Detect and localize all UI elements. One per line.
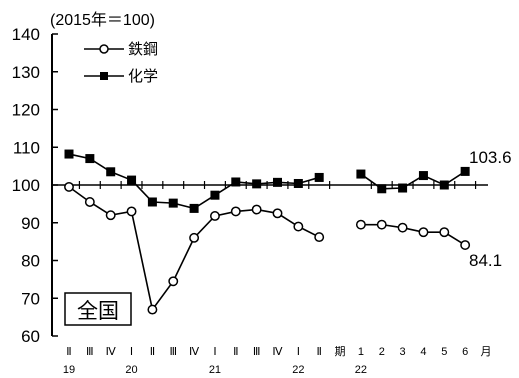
x-category-label: 3	[400, 346, 406, 358]
data-point	[147, 197, 157, 207]
x-category-label: 5	[441, 346, 447, 358]
year-label: 22	[292, 364, 304, 376]
x-category-label: Ⅱ	[316, 346, 321, 358]
data-point	[84, 197, 95, 207]
data-point	[418, 227, 429, 238]
x-category-label: Ⅰ	[213, 346, 216, 358]
data-point	[210, 211, 220, 221]
region-badge-box	[64, 292, 132, 326]
x-category-label: Ⅱ	[66, 346, 71, 358]
data-point	[252, 179, 262, 189]
data-point	[293, 221, 304, 232]
y-tick-label: 140	[12, 25, 40, 44]
data-point	[168, 276, 179, 287]
end-label-chem: 103.6	[469, 148, 512, 167]
data-point	[314, 232, 325, 243]
data-point	[460, 166, 470, 176]
data-point	[376, 219, 387, 230]
data-point	[273, 177, 282, 187]
data-point	[398, 183, 408, 193]
data-point	[377, 184, 387, 194]
end-label-steel: 84.1	[469, 251, 502, 270]
data-point	[230, 206, 241, 217]
legend-label-steel: 鉄鋼	[128, 41, 158, 58]
data-point	[251, 204, 262, 215]
series-steel	[64, 181, 471, 315]
unit-label: (2015年＝100)	[50, 11, 155, 29]
data-point	[168, 198, 178, 208]
x-category-label: 月	[481, 346, 492, 358]
series-line	[360, 223, 466, 246]
x-category-label: Ⅰ	[297, 346, 300, 358]
series-chem	[64, 149, 470, 213]
y-ticks: 60 70 80 90 100 110 120 130 140	[12, 25, 58, 346]
year-labels: 19 20 21 22 22	[63, 364, 367, 376]
data-point	[64, 149, 74, 159]
data-point	[189, 232, 200, 243]
y-tick-label: 110	[13, 138, 40, 157]
year-label: 21	[209, 364, 221, 376]
data-point	[272, 208, 283, 219]
legend-label-chem: 化学	[128, 68, 158, 85]
data-point	[231, 177, 241, 187]
x-category-label: 期	[335, 345, 346, 358]
data-point	[293, 178, 303, 188]
data-point	[85, 154, 95, 164]
y-tick-label: 120	[12, 101, 40, 120]
y-tick-label: 80	[21, 252, 40, 271]
data-point	[314, 172, 324, 182]
x-category-label: Ⅲ	[169, 346, 177, 358]
y-tick-label: 100	[12, 176, 40, 195]
y-tick-label: 90	[21, 214, 40, 233]
data-point	[397, 222, 408, 233]
data-point	[460, 240, 471, 250]
x-category-label: Ⅲ	[86, 346, 94, 358]
data-point	[105, 210, 116, 221]
x-category-label: 6	[462, 346, 468, 358]
legend-marker-chem	[100, 72, 108, 80]
x-category-label: 2	[379, 346, 385, 358]
data-point	[418, 171, 428, 181]
data-point	[147, 304, 158, 315]
x-category-label: Ⅱ	[150, 346, 155, 358]
data-point	[189, 203, 199, 213]
year-label: 19	[63, 364, 75, 376]
x-category-label: Ⅲ	[253, 346, 261, 358]
y-tick-label: 60	[21, 327, 40, 346]
y-tick-label: 130	[12, 63, 40, 82]
data-point	[439, 227, 450, 238]
series-layer	[64, 149, 471, 315]
data-point	[210, 190, 220, 200]
data-point	[439, 180, 449, 190]
x-category-label: Ⅱ	[233, 346, 238, 358]
data-point	[64, 181, 74, 192]
data-point	[106, 167, 116, 177]
data-point	[127, 175, 137, 185]
data-point	[126, 206, 137, 217]
region-badge: 全国	[77, 300, 119, 323]
x-category-label: Ⅳ	[272, 346, 283, 358]
year-label: 22	[355, 364, 367, 376]
data-point	[356, 169, 366, 179]
x-category-label: 1	[358, 346, 364, 358]
legend-marker-steel	[99, 44, 109, 54]
legend: 鉄鋼 化学	[84, 41, 158, 85]
x-category-label: Ⅰ	[130, 346, 133, 358]
x-category-label: 4	[420, 346, 426, 358]
data-point	[355, 219, 366, 230]
year-label: 20	[125, 364, 137, 376]
x-category-label: Ⅳ	[189, 346, 200, 358]
x-category-label: Ⅳ	[106, 346, 117, 358]
y-tick-label: 70	[21, 289, 40, 308]
